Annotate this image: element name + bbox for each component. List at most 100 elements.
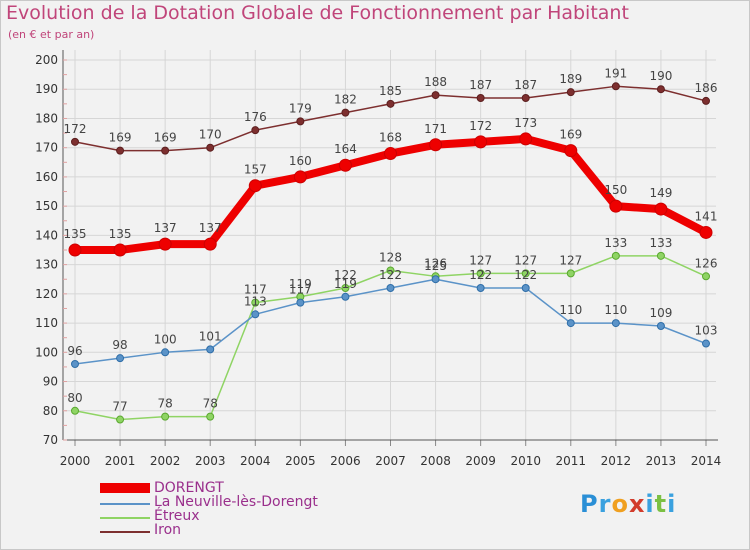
data-label: 191 (604, 66, 627, 80)
data-label: 169 (154, 131, 177, 145)
chart-subtitle: (en € et par an) (8, 28, 95, 41)
y-tick-label: 160 (35, 170, 58, 184)
data-label: 169 (559, 128, 582, 142)
data-point-la-neuville-l-s-dorengt (521, 284, 530, 292)
legend-label-dorengt: DORENGT (154, 480, 224, 496)
data-label: 135 (64, 227, 87, 241)
data-label: 149 (649, 186, 672, 200)
series-layer (68, 82, 713, 424)
x-tick-label: 2008 (420, 454, 451, 468)
data-point--treux (521, 269, 530, 278)
data-label: 110 (604, 303, 627, 317)
x-tick-label: 2003 (195, 454, 226, 468)
data-point--treux (206, 412, 215, 421)
y-tick-label: 170 (35, 141, 58, 155)
data-label: 126 (424, 256, 447, 270)
data-point-iron (656, 85, 665, 94)
data-label: 137 (154, 221, 177, 235)
x-tick-label: 2009 (465, 454, 496, 468)
data-label: 100 (154, 332, 177, 346)
data-point-iron (116, 146, 125, 155)
y-tick-label: 200 (35, 53, 58, 67)
data-label: 133 (649, 236, 672, 250)
data-point-la-neuville-l-s-dorengt (611, 319, 620, 328)
data-point-dorengt (338, 158, 352, 172)
data-label: 113 (244, 294, 267, 308)
data-label: 122 (469, 268, 492, 282)
data-point-iron (206, 143, 215, 152)
data-point-la-neuville-l-s-dorengt (386, 284, 395, 292)
data-point-iron (296, 117, 305, 126)
data-label: 141 (695, 209, 718, 223)
data-label: 98 (112, 338, 127, 352)
data-label: 117 (289, 283, 312, 297)
x-tick-label: 2000 (60, 454, 91, 468)
data-label: 127 (559, 253, 582, 267)
data-label: 179 (289, 101, 312, 115)
data-point-la-neuville-l-s-dorengt (71, 360, 79, 368)
data-label: 128 (379, 250, 402, 264)
y-tick-label: 150 (35, 199, 58, 213)
data-point-la-neuville-l-s-dorengt (476, 284, 485, 292)
data-label: 169 (109, 131, 132, 145)
logo-letter: i (645, 490, 655, 518)
data-label: 126 (695, 256, 718, 270)
y-tick-label: 140 (35, 228, 58, 242)
logo-letter: x (628, 490, 646, 518)
data-point-la-neuville-l-s-dorengt (296, 298, 305, 307)
legend-swatch-etreux (100, 517, 150, 519)
data-label: 137 (199, 221, 222, 235)
data-label: 189 (559, 72, 582, 86)
data-point-la-neuville-l-s-dorengt (161, 348, 170, 357)
data-label: 164 (334, 142, 357, 156)
data-label: 119 (289, 277, 312, 291)
data-label: 172 (469, 119, 492, 133)
data-label: 187 (469, 78, 492, 92)
data-point-iron (431, 91, 440, 100)
data-label: 78 (203, 397, 218, 411)
legend-swatch-dorengt (100, 483, 150, 493)
data-point-iron (161, 146, 170, 155)
data-point-iron (386, 99, 395, 108)
x-tick-label: 2014 (691, 454, 722, 468)
data-point--treux (341, 284, 350, 292)
x-tick-label: 2005 (285, 454, 316, 468)
data-point-la-neuville-l-s-dorengt (431, 275, 440, 284)
data-point-dorengt (203, 237, 217, 251)
data-label: 109 (649, 306, 672, 320)
legend-swatch-la-neuville (100, 503, 150, 505)
data-point-la-neuville-l-s-dorengt (251, 310, 260, 319)
data-point-la-neuville-l-s-dorengt (702, 339, 710, 348)
data-point-dorengt (113, 243, 127, 257)
data-point-iron (71, 137, 79, 146)
x-tick-label: 2002 (150, 454, 181, 468)
data-label: 173 (514, 116, 537, 130)
data-point-dorengt (699, 225, 713, 239)
data-point--treux (702, 272, 710, 281)
data-point-iron (341, 108, 350, 117)
data-point-dorengt (158, 237, 172, 251)
x-tick-label: 2007 (375, 454, 406, 468)
data-label: 119 (334, 277, 357, 291)
y-tick-label: 100 (35, 345, 58, 359)
data-point-dorengt (609, 199, 623, 213)
data-point-dorengt (68, 243, 82, 257)
data-label: 170 (199, 128, 222, 142)
logo-letter: t (654, 490, 668, 518)
data-label: 160 (289, 154, 312, 168)
y-tick-label: 110 (35, 316, 58, 330)
x-tick-label: 2013 (646, 454, 677, 468)
data-label: 122 (514, 268, 537, 282)
data-label: 168 (379, 131, 402, 145)
data-point--treux (611, 251, 620, 260)
axis-layer: 7080901001101201301401501601701801902002… (35, 50, 721, 468)
legend-label-la-neuville: La Neuville-lès-Dorengt (154, 494, 318, 510)
data-label: 171 (424, 122, 447, 136)
data-point-dorengt (654, 202, 668, 216)
data-label: 101 (199, 329, 222, 343)
data-label: 135 (109, 227, 132, 241)
data-label: 127 (514, 253, 537, 267)
y-tick-label: 80 (43, 404, 58, 418)
data-point-la-neuville-l-s-dorengt (341, 292, 350, 301)
